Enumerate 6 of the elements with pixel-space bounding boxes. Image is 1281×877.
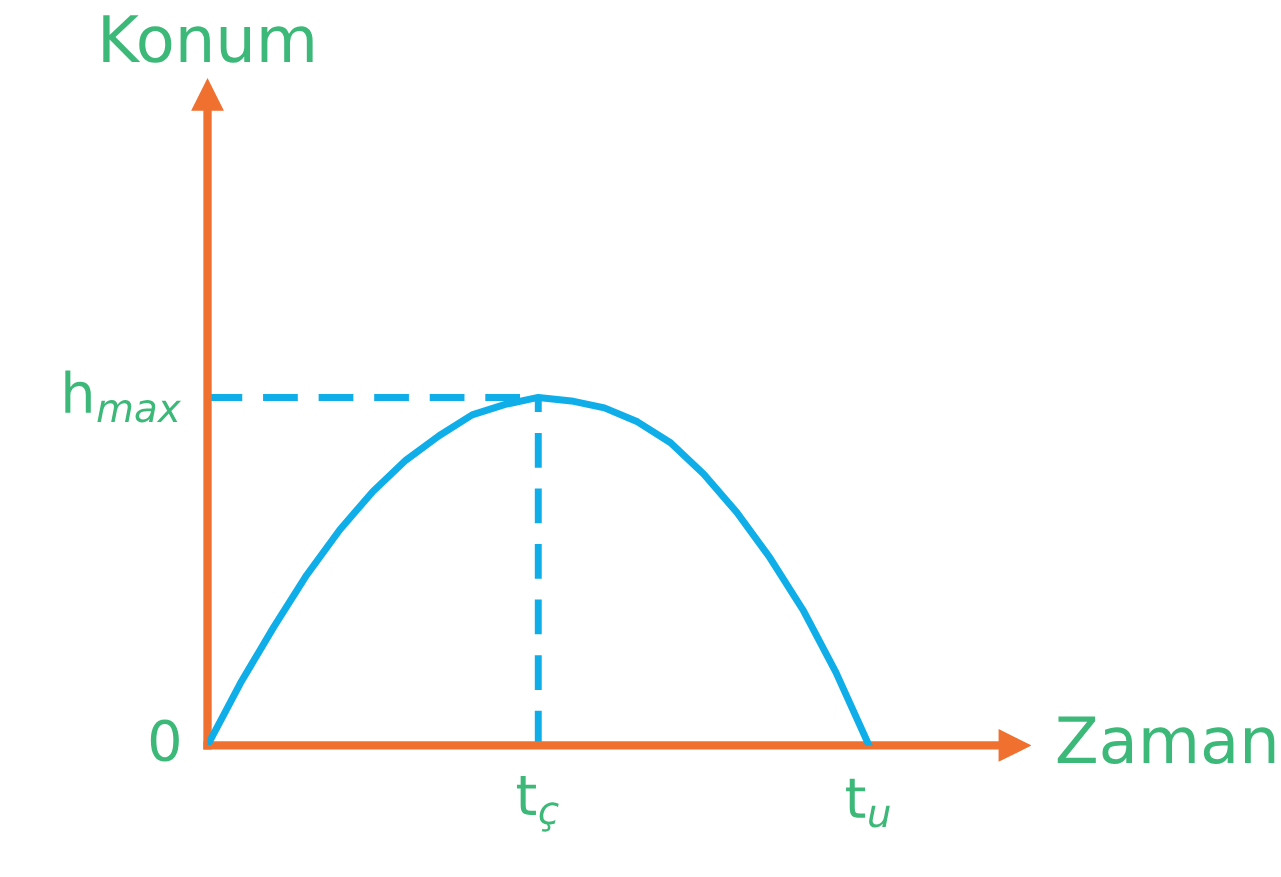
text: h$_{max}$ (65, 370, 182, 423)
text: 0 (150, 719, 179, 762)
text: Konum (103, 15, 313, 63)
x-tick-label: t$_{u}$ (846, 778, 890, 828)
x-tick-label: t$_{ç}$ (516, 776, 559, 832)
x-axis-title: Zaman (1057, 716, 1275, 764)
